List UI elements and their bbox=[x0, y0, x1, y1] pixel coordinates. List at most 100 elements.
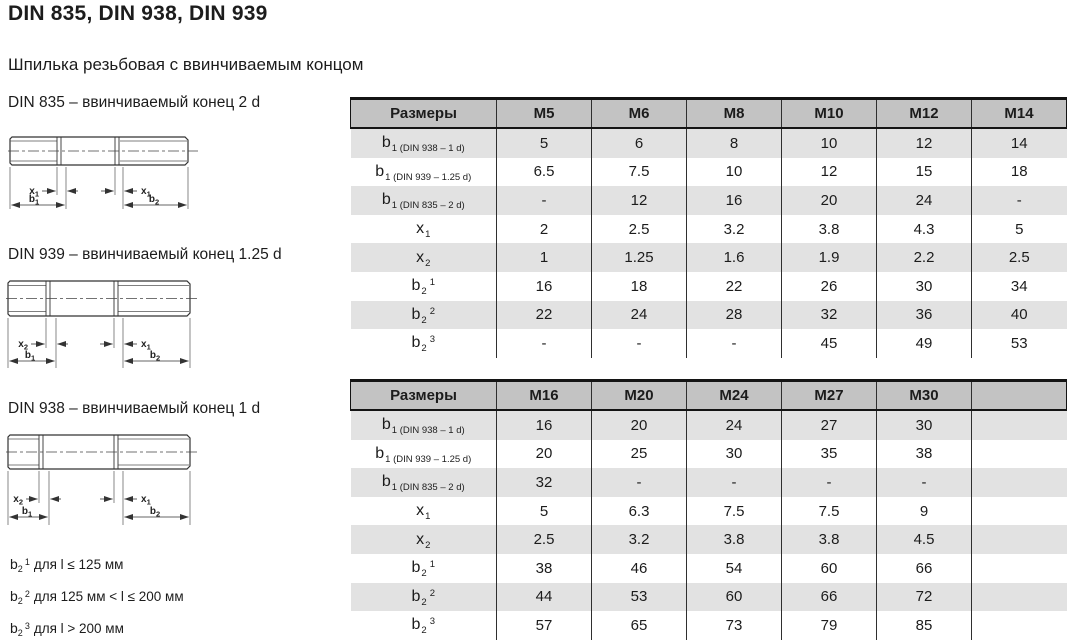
size-table-m5-m14: Размеры M5 M6 M8 M10 M12 M14 b1 (DIN 938 – 1 d)… bbox=[350, 97, 1067, 358]
column-header: M14 bbox=[971, 98, 1067, 129]
table-row: x2 2.5 3.2 3.8 3.8 4.5 bbox=[350, 525, 1067, 554]
value-cell: 66 bbox=[781, 582, 877, 612]
value-cell: 72 bbox=[876, 582, 972, 612]
row-label: x2 bbox=[350, 525, 497, 554]
value-cell: 5 bbox=[971, 214, 1067, 244]
dim-label-b2: b2 bbox=[150, 506, 160, 519]
value-cell: - bbox=[496, 186, 592, 215]
value-cell: 8 bbox=[686, 128, 782, 158]
value-cell: 3.2 bbox=[591, 525, 687, 554]
table-row: b23- - -45 49 53 bbox=[351, 329, 1067, 358]
size-table-m5-m14-wrap: Размеры M5 M6 M8 M10 M12 M14 b1 (DIN 938 – 1 d)… bbox=[350, 97, 1067, 358]
value-cell: 57 bbox=[496, 611, 592, 640]
value-cell: 1.25 bbox=[591, 243, 687, 272]
column-header: M30 bbox=[876, 380, 972, 411]
value-cell: 25 bbox=[591, 439, 687, 469]
value-cell: 32 bbox=[781, 300, 877, 330]
row-label: x1 bbox=[416, 220, 431, 241]
value-cell: 45 bbox=[781, 329, 877, 358]
row-label: b23 bbox=[411, 616, 436, 637]
row-label: b1 (DIN 939 – 1.25 d) bbox=[375, 162, 472, 183]
dim-label-x-right: x1 bbox=[141, 186, 151, 199]
din835-stud-drawing: x1 x1 b1 b2 bbox=[8, 136, 198, 209]
value-cell: 12 bbox=[781, 157, 877, 187]
column-header: M16 bbox=[496, 380, 592, 411]
value-cell: 34 bbox=[971, 271, 1067, 301]
value-cell bbox=[971, 439, 1067, 469]
stud-outline bbox=[7, 280, 191, 317]
footnote-b2-1: b21 для l ≤ 125 мм bbox=[10, 556, 124, 574]
value-cell: 32 bbox=[496, 468, 592, 497]
dim-label-b1: b1 bbox=[25, 350, 35, 363]
value-cell: - bbox=[686, 329, 782, 358]
value-cell: - bbox=[591, 468, 687, 497]
value-cell: 40 bbox=[971, 300, 1067, 330]
din939-stud-drawing: x2 x1 b1 b2 bbox=[6, 280, 200, 368]
value-cell: 4.3 bbox=[876, 214, 972, 244]
value-cell: 30 bbox=[686, 439, 782, 469]
value-cell: 7.5 bbox=[686, 496, 782, 526]
value-cell: 2.5 bbox=[591, 214, 687, 244]
value-cell: 20 bbox=[781, 186, 877, 215]
footnote-b2-2: b22 для 125 мм < l ≤ 200 мм bbox=[10, 588, 184, 606]
row-label: x1 bbox=[416, 502, 431, 523]
din938-stud-drawing: x2 x1 b1 b2 bbox=[6, 434, 200, 525]
value-cell: 3.8 bbox=[686, 525, 782, 554]
table-row: b22 44 53 60 66 72 bbox=[350, 582, 1067, 612]
row-label: b1 (DIN 835 – 2 d) bbox=[350, 468, 497, 497]
column-header: Размеры bbox=[350, 380, 497, 411]
value-cell bbox=[971, 611, 1067, 640]
value-cell: 79 bbox=[781, 611, 877, 640]
column-header: M27 bbox=[781, 380, 877, 411]
row-label: b1 (DIN 939 – 1.25 d) bbox=[375, 444, 472, 465]
table-row: b1 (DIN 835 – 2 d) 32- - - - bbox=[350, 468, 1067, 497]
value-cell: 16 bbox=[496, 410, 592, 440]
value-cell: 10 bbox=[686, 157, 782, 187]
value-cell: 22 bbox=[686, 271, 782, 301]
value-cell: 4.5 bbox=[876, 525, 972, 554]
table-row: b1 (DIN 939 – 1.25 d) 6.5 7.5 10 12 15 18 bbox=[351, 157, 1067, 187]
dim-label-b1: b1 bbox=[29, 194, 39, 207]
dim-label-b2: b2 bbox=[150, 350, 160, 363]
value-cell: 60 bbox=[686, 582, 782, 612]
table-row: x1 2 2.5 3.2 3.8 4.3 5 bbox=[351, 214, 1067, 244]
value-cell: 2 bbox=[496, 214, 592, 244]
table-row: b22 22 24 28 32 36 40 bbox=[350, 300, 1067, 330]
value-cell bbox=[971, 525, 1067, 554]
column-header: M24 bbox=[686, 380, 782, 411]
row-label: b21 bbox=[411, 277, 436, 298]
value-cell: - bbox=[496, 329, 592, 358]
row-label: b1 (DIN 938 – 1 d) bbox=[350, 410, 497, 440]
value-cell: 65 bbox=[591, 611, 687, 640]
value-cell: 18 bbox=[591, 271, 687, 301]
value-cell: 12 bbox=[591, 186, 687, 215]
value-cell: - bbox=[876, 468, 972, 497]
value-cell: 73 bbox=[686, 611, 782, 640]
table-row: b23 57 65 73 79 85 bbox=[351, 611, 1067, 640]
table-row: b1 (DIN 835 – 2 d) -12 16 20 24- bbox=[350, 186, 1067, 215]
diagram-caption-din939: DIN 939 – ввинчиваемый конец 1.25 d bbox=[8, 246, 282, 263]
header-row: Размеры M16 M20 M24 M27 M30 bbox=[350, 380, 1067, 411]
row-label: b22 bbox=[350, 582, 497, 612]
header-row: Размеры M5 M6 M8 M10 M12 M14 bbox=[350, 98, 1067, 129]
value-cell: 6 bbox=[591, 128, 687, 158]
value-cell: 7.5 bbox=[781, 496, 877, 526]
column-header: M8 bbox=[686, 98, 782, 129]
value-cell: 26 bbox=[781, 271, 877, 301]
value-cell: 24 bbox=[686, 410, 782, 440]
value-cell: 15 bbox=[876, 157, 972, 187]
value-cell bbox=[971, 582, 1067, 612]
dim-label-x-left: x2 bbox=[18, 339, 28, 352]
row-label: b21 bbox=[411, 559, 436, 580]
dim-label-x-right: x1 bbox=[141, 339, 151, 352]
value-cell: 5 bbox=[496, 128, 592, 158]
value-cell: 46 bbox=[591, 553, 687, 583]
table-row: b1 (DIN 939 – 1.25 d) 20 25 30 35 38 bbox=[351, 439, 1067, 469]
value-cell: 66 bbox=[876, 553, 972, 583]
value-cell: 53 bbox=[591, 582, 687, 612]
value-cell: 24 bbox=[591, 300, 687, 330]
table-row: b21 16 18 22 26 30 34 bbox=[351, 271, 1067, 301]
value-cell: 36 bbox=[876, 300, 972, 330]
value-cell: 44 bbox=[496, 582, 592, 612]
stud-outline bbox=[7, 434, 191, 470]
